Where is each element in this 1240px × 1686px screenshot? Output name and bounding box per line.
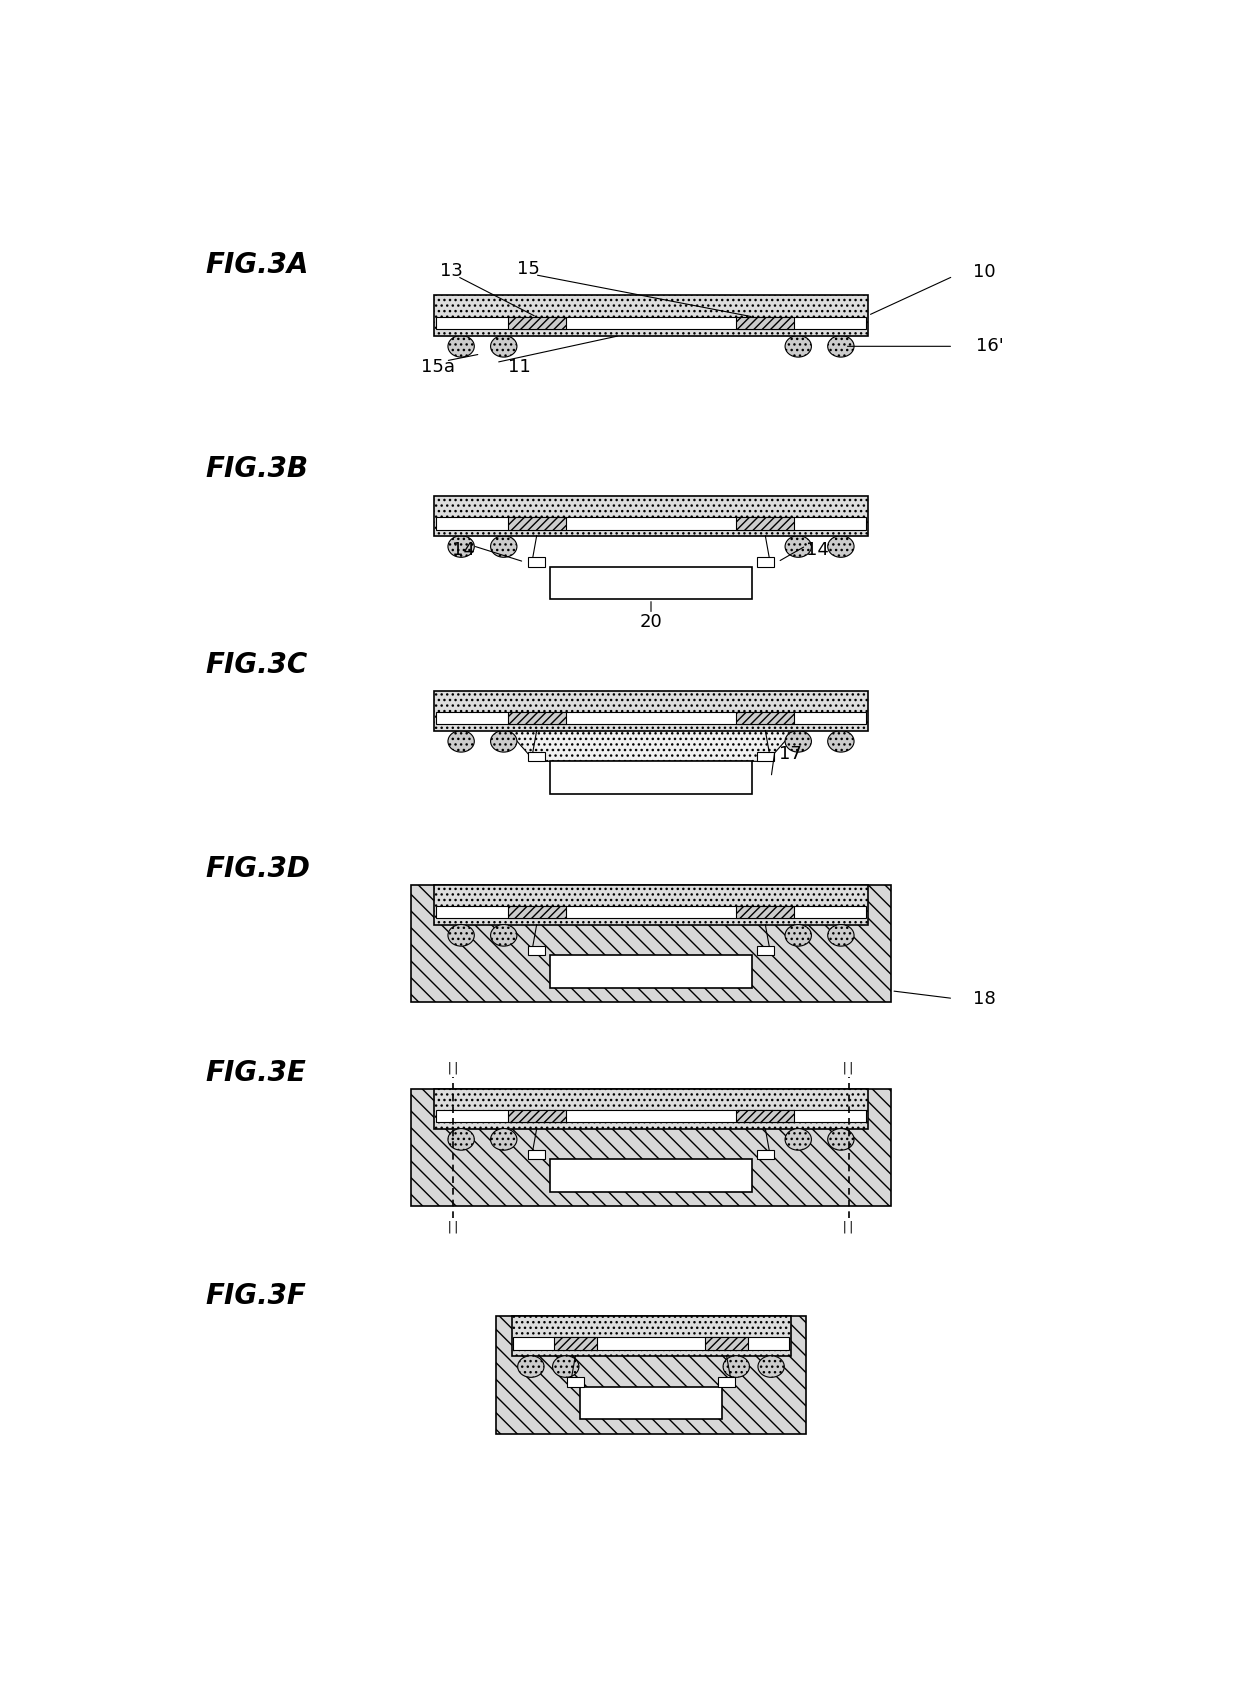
Bar bbox=[410, 1089, 892, 1207]
Bar bbox=[511, 1315, 791, 1356]
Bar bbox=[435, 518, 867, 529]
Ellipse shape bbox=[785, 536, 811, 558]
Bar bbox=[737, 905, 795, 919]
Ellipse shape bbox=[758, 1356, 784, 1377]
Text: 14: 14 bbox=[806, 541, 830, 560]
Bar bbox=[507, 518, 565, 529]
Text: 13: 13 bbox=[440, 261, 463, 280]
Text: FIG.3A: FIG.3A bbox=[206, 251, 309, 278]
Bar bbox=[434, 496, 868, 536]
Ellipse shape bbox=[448, 924, 474, 946]
Ellipse shape bbox=[828, 536, 854, 558]
Ellipse shape bbox=[828, 336, 854, 357]
Bar bbox=[410, 885, 892, 1003]
Bar bbox=[756, 946, 774, 956]
Text: 11: 11 bbox=[508, 357, 531, 376]
Bar bbox=[567, 1377, 584, 1386]
Ellipse shape bbox=[828, 924, 854, 946]
Bar bbox=[435, 711, 867, 725]
Bar bbox=[756, 752, 774, 762]
Bar bbox=[580, 1386, 722, 1420]
Text: ||: || bbox=[446, 1221, 461, 1232]
Ellipse shape bbox=[828, 1128, 854, 1150]
Text: ||: || bbox=[841, 1221, 856, 1232]
Ellipse shape bbox=[448, 730, 474, 752]
Ellipse shape bbox=[491, 730, 517, 752]
Ellipse shape bbox=[828, 730, 854, 752]
Ellipse shape bbox=[723, 1356, 749, 1377]
Text: FIG.3C: FIG.3C bbox=[206, 651, 308, 679]
Ellipse shape bbox=[785, 336, 811, 357]
Ellipse shape bbox=[491, 536, 517, 558]
Ellipse shape bbox=[553, 1356, 579, 1377]
Bar bbox=[507, 317, 565, 329]
Bar bbox=[435, 1109, 867, 1123]
Text: FIG.3E: FIG.3E bbox=[206, 1059, 306, 1087]
Text: 20: 20 bbox=[640, 614, 662, 631]
Bar bbox=[507, 1109, 565, 1123]
Bar bbox=[434, 885, 868, 924]
Ellipse shape bbox=[785, 730, 811, 752]
Text: FIG.3F: FIG.3F bbox=[206, 1283, 306, 1310]
Text: 16': 16' bbox=[977, 337, 1004, 356]
Text: 18: 18 bbox=[972, 990, 996, 1008]
Bar bbox=[513, 1337, 789, 1349]
Ellipse shape bbox=[491, 336, 517, 357]
Bar bbox=[528, 946, 546, 956]
Ellipse shape bbox=[491, 924, 517, 946]
Bar bbox=[434, 691, 868, 730]
Bar bbox=[551, 1160, 751, 1192]
Bar bbox=[551, 762, 751, 794]
Ellipse shape bbox=[448, 1128, 474, 1150]
Bar bbox=[706, 1337, 748, 1349]
Bar bbox=[496, 1315, 806, 1433]
Text: 15: 15 bbox=[517, 260, 539, 278]
Bar bbox=[551, 566, 751, 599]
Bar bbox=[507, 711, 565, 725]
Bar bbox=[737, 518, 795, 529]
Ellipse shape bbox=[785, 924, 811, 946]
Ellipse shape bbox=[785, 1128, 811, 1150]
Bar bbox=[435, 905, 867, 919]
Text: 17: 17 bbox=[779, 745, 802, 762]
Ellipse shape bbox=[448, 336, 474, 357]
Bar bbox=[756, 1150, 774, 1160]
Bar bbox=[507, 905, 565, 919]
Bar bbox=[737, 711, 795, 725]
Bar bbox=[551, 956, 751, 988]
Bar bbox=[435, 317, 867, 329]
Bar bbox=[718, 1377, 735, 1386]
Text: ||: || bbox=[841, 1062, 856, 1074]
Text: 15a: 15a bbox=[420, 357, 455, 376]
Bar bbox=[737, 1109, 795, 1123]
Text: ||: || bbox=[446, 1062, 461, 1074]
Text: FIG.3D: FIG.3D bbox=[206, 855, 310, 883]
Text: 14: 14 bbox=[453, 541, 475, 560]
Bar bbox=[434, 1089, 868, 1128]
Text: 10: 10 bbox=[972, 263, 996, 282]
Polygon shape bbox=[507, 730, 795, 762]
Bar bbox=[434, 295, 868, 336]
Bar bbox=[528, 1150, 546, 1160]
Ellipse shape bbox=[491, 1128, 517, 1150]
Ellipse shape bbox=[518, 1356, 544, 1377]
Text: FIG.3B: FIG.3B bbox=[206, 455, 309, 482]
Bar bbox=[528, 752, 546, 762]
Bar bbox=[737, 317, 795, 329]
Bar bbox=[756, 558, 774, 566]
Ellipse shape bbox=[448, 536, 474, 558]
Bar bbox=[528, 558, 546, 566]
Bar bbox=[554, 1337, 596, 1349]
